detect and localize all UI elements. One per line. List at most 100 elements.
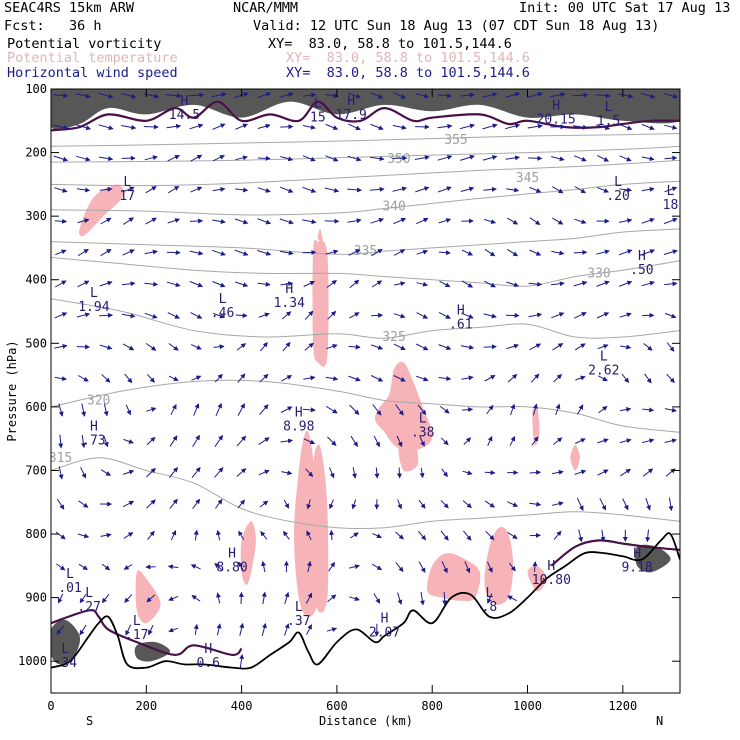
pv-fill-region-4 [240, 521, 256, 585]
wind-vector [371, 344, 384, 350]
wind-vector [124, 594, 133, 603]
wind-vector [641, 280, 655, 287]
wind-vector [235, 123, 248, 130]
wind-vector [235, 313, 248, 318]
wind-vector [238, 591, 244, 605]
wind-vector [212, 312, 225, 319]
wind-vector [122, 500, 135, 508]
wind-vector [167, 564, 179, 570]
wind-vector [529, 501, 542, 507]
wind-vector [281, 311, 292, 320]
wind-vector [663, 249, 678, 255]
pv-fill-region-12 [532, 405, 540, 446]
wind-vector [191, 466, 201, 479]
wind-vector [302, 249, 317, 255]
wind-vector [349, 279, 360, 289]
wind-vector [190, 564, 201, 570]
extrema-value-18: .01 [58, 581, 81, 596]
wind-vector [618, 280, 633, 287]
wind-vector [349, 596, 360, 602]
wind-vector [54, 376, 68, 382]
wind-vector [416, 312, 429, 319]
wind-vector [325, 123, 339, 130]
extrema-kind-18: L [66, 567, 74, 582]
extrema-kind-12: H [457, 304, 465, 319]
extrema-kind-14: H [295, 405, 303, 420]
wind-vector [302, 407, 316, 413]
wind-vector [461, 312, 474, 319]
wind-vector [148, 624, 154, 636]
wind-vector [99, 280, 113, 287]
theta-contour-320 [51, 379, 680, 433]
wind-vector [553, 437, 563, 445]
wind-vector [329, 499, 334, 510]
wind-vector [214, 467, 224, 478]
wind-vector [395, 404, 404, 416]
wind-vector [574, 312, 587, 319]
wind-vector [415, 186, 430, 193]
extrema-value-0: 14.5 [169, 108, 200, 123]
x-tick-label-400: 400 [231, 699, 253, 713]
wind-vector [98, 156, 114, 162]
wind-vector [144, 312, 158, 319]
wind-vector [144, 155, 158, 161]
wind-vector [487, 593, 493, 604]
extrema-value-27: .34 [54, 656, 78, 671]
wind-vector [461, 375, 474, 381]
wind-vector [505, 123, 521, 130]
wind-vector [483, 313, 497, 319]
wind-vector [482, 123, 498, 130]
wind-vector [440, 437, 449, 446]
wind-vector [123, 564, 133, 570]
wind-vector [211, 92, 227, 98]
extrema-kind-19: L [85, 586, 93, 601]
wind-vector [596, 312, 610, 319]
wind-vector [122, 249, 135, 256]
extrema-value-25: 2.07 [369, 625, 400, 640]
wind-vector [442, 591, 448, 606]
extrema-value-2: 15 [310, 110, 326, 125]
dark-pv-region-2 [134, 641, 171, 662]
wind-vector [372, 532, 382, 539]
wind-vector [53, 124, 69, 130]
wind-vector [168, 595, 179, 601]
wind-vector [101, 593, 110, 604]
pv-fill-region-11 [570, 445, 580, 471]
wind-vector [350, 532, 359, 539]
wind-vector [99, 344, 113, 350]
wind-vector [100, 469, 112, 476]
extrema-kind-15: H [90, 419, 98, 434]
wind-vector [167, 155, 181, 162]
wind-vector [326, 280, 337, 288]
extrema-kind-26: H [204, 642, 212, 657]
wind-vector [260, 530, 268, 540]
extrema-value-24: .17 [125, 628, 148, 643]
wind-vector [393, 375, 406, 382]
wind-vector [438, 344, 452, 350]
wind-vector [371, 312, 384, 318]
wind-vector [460, 154, 475, 161]
wind-vector [395, 562, 404, 573]
wind-vector [98, 124, 114, 131]
wind-vector [437, 123, 453, 129]
wind-vector [664, 124, 678, 130]
wind-vector [485, 530, 495, 541]
wind-vector [77, 248, 89, 257]
wind-vector [144, 249, 158, 255]
wind-vector [440, 530, 449, 541]
wind-vector [123, 438, 134, 444]
center-label: NCAR/MMM [233, 0, 299, 16]
wind-vector [304, 342, 314, 351]
wind-vector [306, 499, 312, 510]
y-tick-label-500: 500 [25, 336, 47, 350]
wind-vector [392, 124, 407, 130]
wind-vector [438, 311, 451, 319]
theta-label-340: 340 [382, 200, 405, 215]
wind-vector [53, 93, 69, 99]
wind-vector [234, 281, 249, 288]
wind-vector [190, 154, 203, 162]
pv-fill-region-9 [527, 565, 547, 592]
wind-vector [56, 625, 65, 635]
wind-vector [237, 403, 245, 416]
wind-vector [166, 123, 182, 129]
